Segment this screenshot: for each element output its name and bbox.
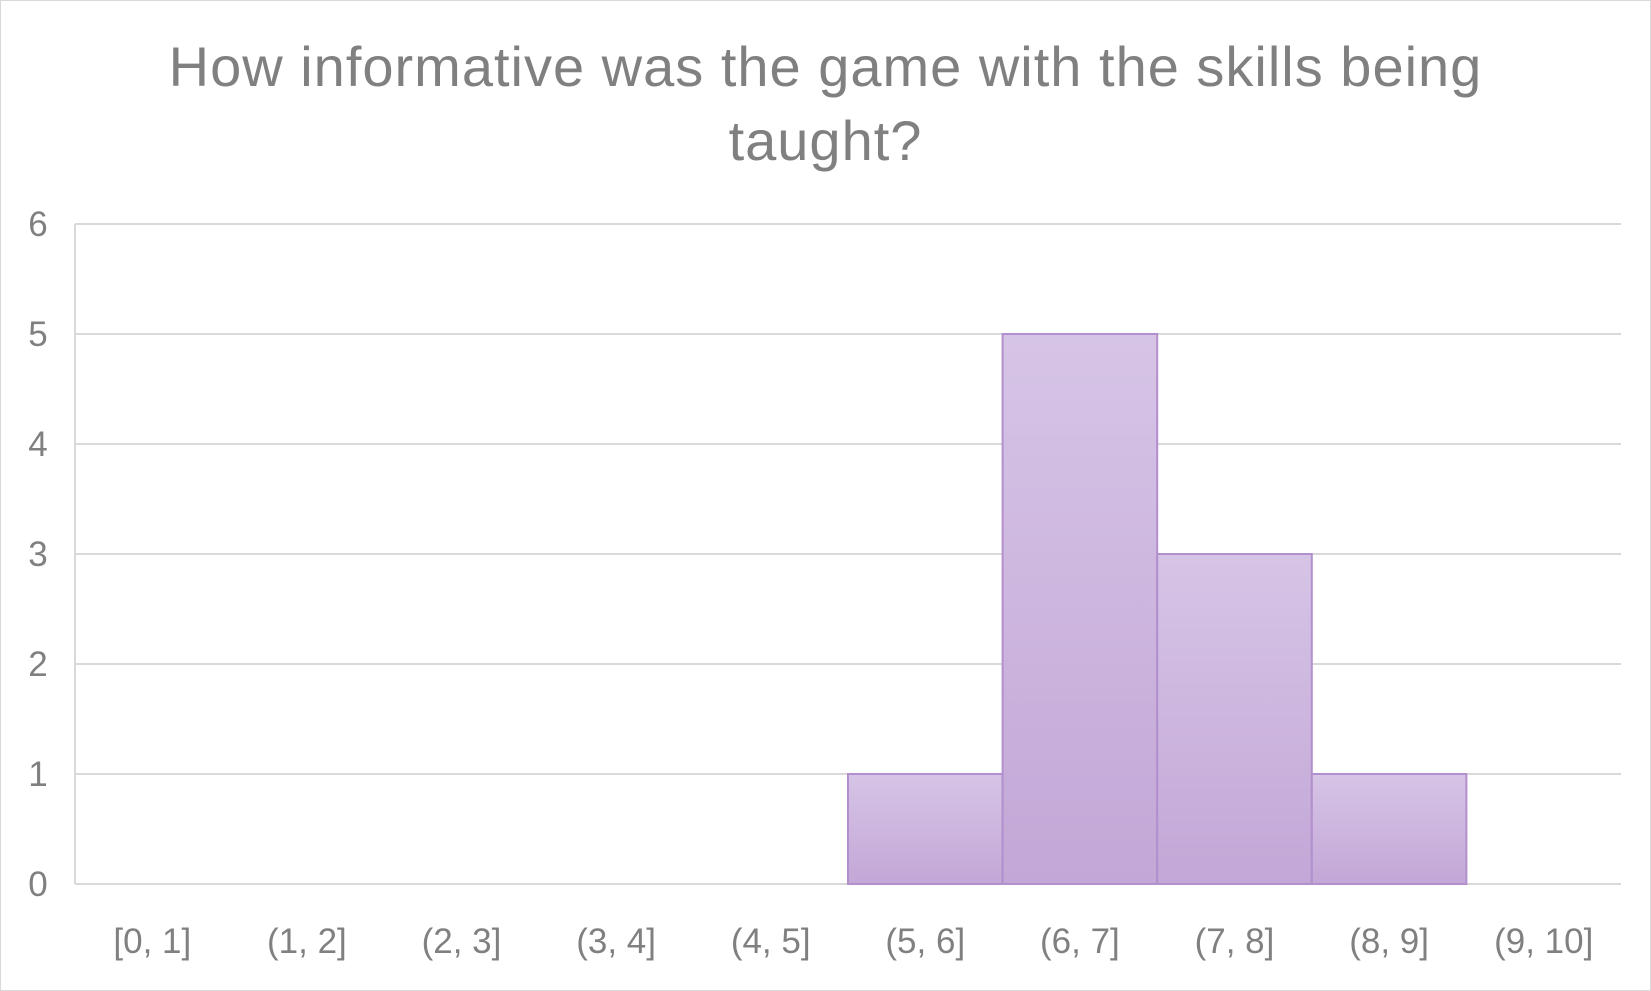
chart-title: How informative was the game with the sk… xyxy=(0,30,1651,178)
x-tick-label: (8, 9] xyxy=(1349,922,1429,961)
y-tick-label: 6 xyxy=(28,205,47,244)
y-tick-label: 2 xyxy=(28,645,47,684)
histogram-bar xyxy=(1310,773,1468,885)
y-axis-tick-labels: 0 1 2 3 4 5 6 xyxy=(28,205,47,904)
x-tick-label: (7, 8] xyxy=(1195,922,1275,961)
x-tick-label: (6, 7] xyxy=(1040,922,1120,961)
y-tick-label: 3 xyxy=(28,535,47,574)
chart-title-line-1: How informative was the game with the sk… xyxy=(168,35,1483,98)
x-tick-label: (3, 4] xyxy=(576,922,656,961)
histogram-bar xyxy=(1156,553,1313,885)
histogram-bar xyxy=(1001,333,1159,885)
y-tick-label: 5 xyxy=(28,315,47,354)
x-axis-tick-labels: [0, 1] (1, 2] (2, 3] (3, 4] (4, 5] (5, 6] (6, … xyxy=(113,922,1593,961)
x-tick-label: [0, 1] xyxy=(113,922,191,961)
y-tick-label: 0 xyxy=(28,865,47,904)
x-tick-label: (9, 10] xyxy=(1494,922,1593,961)
x-tick-label: (4, 5] xyxy=(731,922,811,961)
x-tick-label: (2, 3] xyxy=(422,922,502,961)
x-tick-label: (5, 6] xyxy=(885,922,965,961)
x-tick-label: (1, 2] xyxy=(267,922,347,961)
histogram-bar xyxy=(847,773,1004,885)
chart-title-line-2: taught? xyxy=(728,109,923,172)
histogram-bars xyxy=(847,333,1468,885)
y-tick-label: 4 xyxy=(28,425,47,464)
y-tick-label: 1 xyxy=(28,755,47,794)
